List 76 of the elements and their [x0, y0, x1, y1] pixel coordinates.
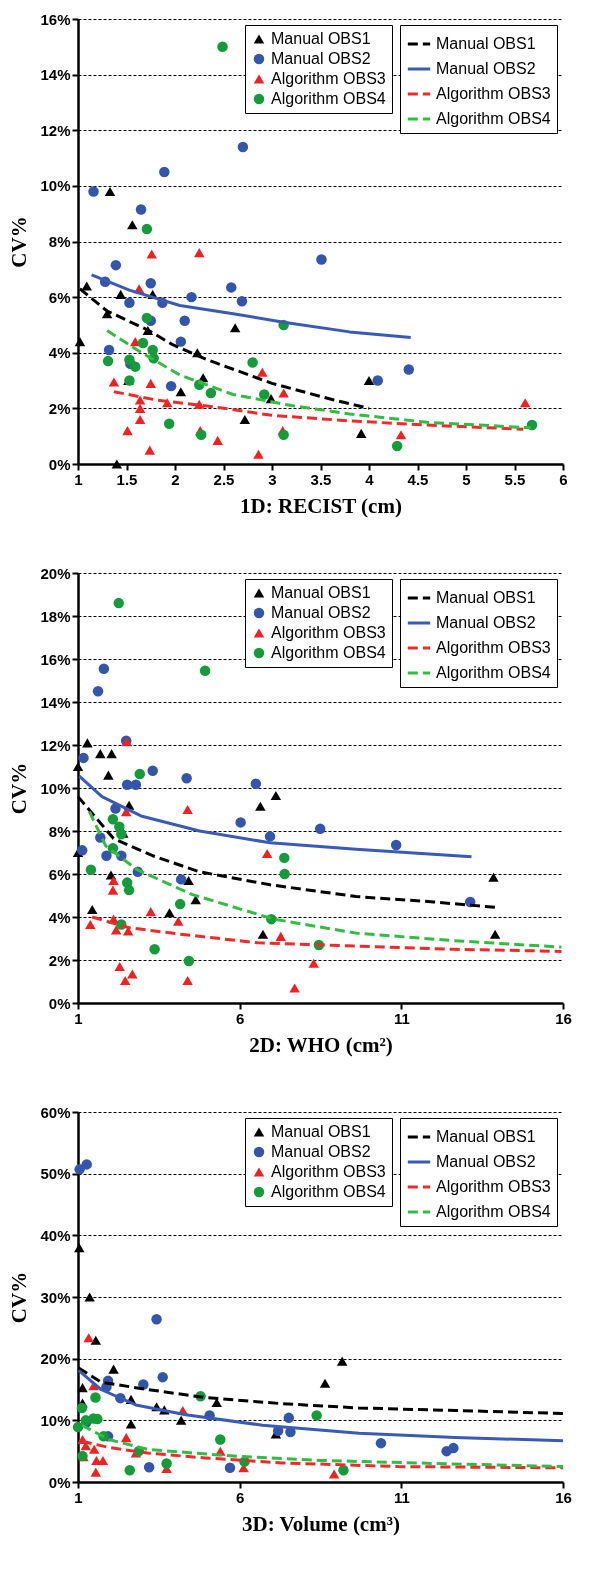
legend-label: Manual OBS2 [271, 604, 371, 621]
y-axis-title: CV% [7, 1271, 32, 1324]
x-tick-label: 3 [268, 470, 277, 488]
x-tick-label: 4.5 [407, 470, 429, 488]
legend-label: Manual OBS1 [436, 1128, 536, 1145]
y-tick-label: 16% [40, 650, 71, 668]
y-tick-label: 4% [48, 344, 71, 362]
x-tick-label: 4 [365, 470, 375, 488]
y-tick-label: 14% [40, 693, 71, 711]
legend-label: Algorithm OBS3 [436, 639, 551, 656]
y-tick-label: 30% [40, 1288, 71, 1306]
y-tick-label: 2% [48, 399, 71, 417]
x-tick-label: 5 [462, 470, 471, 488]
x-tick-label: 3.5 [310, 470, 332, 488]
legend-label: Algorithm OBS3 [436, 85, 551, 102]
y-axis-title: CV% [7, 216, 32, 268]
legend-label: Algorithm OBS4 [436, 1203, 551, 1220]
x-axis-title: 3D: Volume (cm³) [242, 1511, 400, 1536]
legend-label: Algorithm OBS3 [271, 624, 386, 641]
x-tick-label: 5.5 [504, 470, 526, 488]
legend-label: Manual OBS1 [271, 584, 371, 601]
legend-label: Manual OBS2 [436, 60, 536, 77]
y-tick-label: 6% [48, 288, 71, 306]
x-tick-label: 6 [235, 1488, 245, 1506]
y-tick-label: 0% [48, 455, 71, 473]
y-tick-label: 14% [40, 66, 71, 84]
legend-label: Manual OBS1 [436, 35, 536, 52]
legend-label: Manual OBS1 [271, 30, 371, 47]
y-tick-label: 60% [40, 1103, 71, 1121]
legend-label: Algorithm OBS4 [271, 90, 386, 107]
x-tick-label: 11 [393, 1009, 410, 1027]
x-tick-label: 11 [393, 1488, 410, 1506]
legend-label: Manual OBS1 [271, 1123, 371, 1140]
y-axis-title: CV% [7, 762, 32, 815]
legend-label: Algorithm OBS4 [436, 110, 551, 127]
x-tick-label: 1 [74, 1488, 83, 1506]
legend-label: Algorithm OBS4 [271, 1183, 386, 1200]
y-tick-label: 10% [40, 779, 71, 797]
y-tick-label: 4% [48, 908, 71, 926]
x-axis-title: 2D: WHO (cm²) [249, 1032, 393, 1057]
y-tick-label: 12% [40, 736, 71, 754]
x-axis-title: 1D: RECIST (cm) [240, 493, 402, 518]
y-tick-label: 16% [40, 10, 71, 28]
legend-label: Manual OBS2 [271, 1143, 371, 1160]
x-tick-label: 16 [555, 1009, 572, 1027]
y-tick-label: 8% [48, 233, 71, 250]
y-tick-label: 20% [40, 1350, 71, 1368]
y-tick-label: 12% [40, 121, 71, 139]
legend-label: Manual OBS2 [271, 50, 371, 67]
x-tick-label: 6 [235, 1009, 245, 1027]
legend-label: Manual OBS1 [436, 589, 536, 606]
y-tick-label: 18% [40, 607, 71, 625]
y-tick-label: 10% [40, 1411, 71, 1429]
x-tick-label: 1 [74, 1009, 83, 1027]
legend-label: Algorithm OBS4 [436, 664, 551, 681]
x-tick-label: 2.5 [213, 470, 235, 488]
legend-label: Algorithm OBS3 [271, 70, 386, 87]
y-tick-label: 8% [48, 822, 71, 840]
x-tick-label: 6 [559, 470, 568, 488]
x-tick-label: 1 [74, 470, 83, 488]
legend-label: Algorithm OBS4 [271, 644, 386, 661]
y-tick-label: 6% [48, 865, 71, 883]
y-tick-label: 2% [48, 951, 71, 969]
x-tick-label: 2 [171, 470, 180, 488]
y-tick-label: 0% [48, 994, 71, 1012]
y-tick-label: 40% [40, 1226, 71, 1244]
x-tick-label: 16 [555, 1488, 572, 1506]
x-tick-label: 1.5 [116, 470, 138, 488]
legend-label: Algorithm OBS3 [436, 1178, 551, 1195]
y-tick-label: 20% [40, 564, 71, 582]
y-tick-label: 10% [40, 177, 71, 195]
y-tick-label: 0% [48, 1473, 71, 1491]
y-tick-label: 50% [40, 1165, 71, 1183]
legend-label: Manual OBS2 [436, 1153, 536, 1170]
legend-label: Manual OBS2 [436, 614, 536, 631]
legend-label: Algorithm OBS3 [271, 1163, 386, 1180]
